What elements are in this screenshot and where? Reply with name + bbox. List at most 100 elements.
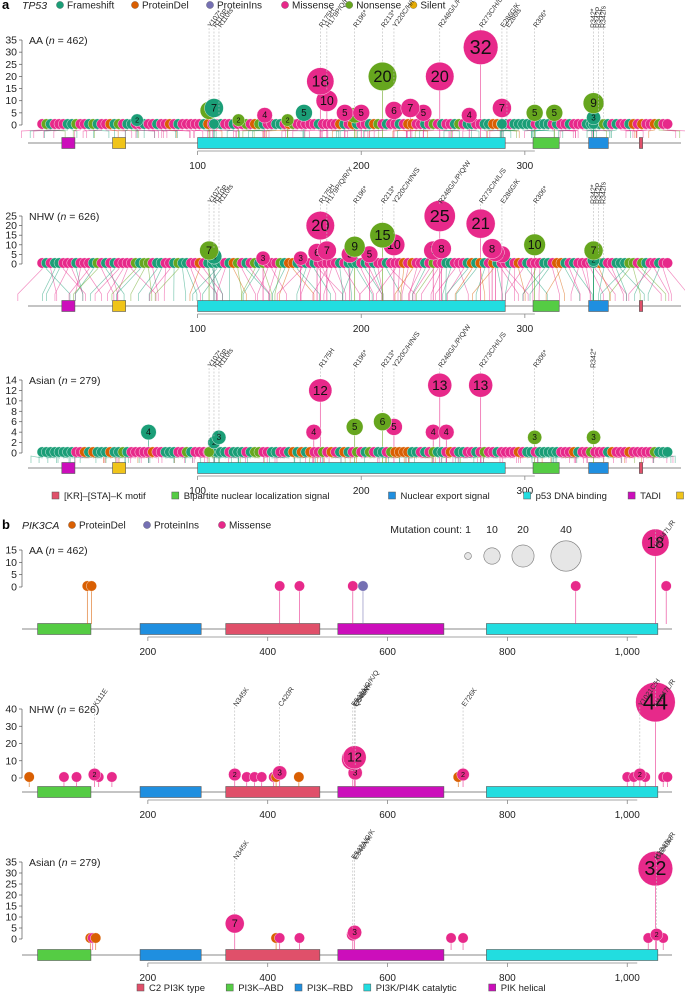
lollipop-stem [446, 263, 468, 301]
lollipop-stem [556, 263, 565, 301]
lollipop-head [400, 98, 420, 118]
y-tick-label: 12 [5, 385, 17, 397]
lollipop-head [274, 580, 286, 592]
y-tick-label: 5 [11, 569, 17, 581]
domain-legend-swatch [388, 491, 396, 500]
lollipop-head [570, 580, 582, 592]
x-tick-label: 400 [259, 810, 276, 821]
lollipop-head [431, 238, 452, 259]
size-legend-value: 10 [486, 524, 498, 536]
size-legend-value: 20 [517, 524, 529, 536]
lollipop-stem [63, 263, 86, 301]
lollipop-stem [628, 263, 651, 301]
lollipop-stem [42, 263, 56, 301]
lollipop-head [468, 373, 493, 398]
x-tick-label: 200 [353, 161, 370, 172]
lollipop-stem [570, 263, 579, 301]
y-tick-label: 2 [11, 437, 17, 449]
lollipop-count-label: 25 [430, 206, 450, 226]
legend-frameshift-icon [56, 1, 64, 9]
y-tick-label: 15 [5, 545, 17, 557]
lollipop-head [294, 932, 305, 944]
lollipop-head [23, 771, 35, 783]
legend-label: Nonsense [356, 1, 401, 12]
lollipop-count-label: 9 [351, 240, 358, 254]
size-legend-circle [483, 547, 501, 565]
hotspot-label: R342P [596, 6, 603, 28]
lollipop-count-label: 2 [93, 770, 97, 779]
lollipop-head [274, 932, 286, 944]
legend-nonsense-icon [345, 1, 353, 9]
lollipop-head [526, 104, 544, 122]
y-tick-label: 30 [5, 47, 17, 59]
lollipop-stem [408, 263, 422, 301]
lollipop-head [662, 771, 673, 783]
domain--kr-sta-k-motif [639, 137, 643, 149]
domain-pik-helical [337, 786, 445, 798]
y-tick-label: 10 [5, 755, 17, 767]
lollipop-count-label: 20 [373, 68, 391, 86]
pik3ca-cohort-nhw: 0 10 20 30 40 NHW (n = 626) 200 400 600 800 1,000 2… [5, 669, 677, 821]
lollipop-count-label: 2 [286, 116, 290, 125]
lollipop-stem [620, 263, 645, 301]
x-tick-label: 800 [499, 647, 516, 658]
lollipop-stem [202, 263, 222, 301]
domain-legend-label: PI3K–ABD [238, 983, 284, 994]
hotspot-label: R273C/H/L/S [479, 331, 509, 369]
lollipop-head [373, 412, 392, 431]
lollipop-count-label: 4 [311, 427, 316, 437]
x-tick-label: 200 [353, 486, 370, 497]
y-tick-label: 8 [11, 406, 17, 418]
lollipop-count-label: 9 [590, 96, 597, 110]
y-tick-label: 0 [11, 259, 17, 271]
y-tick-label: 5 [11, 107, 17, 119]
legend-label: Missense [292, 1, 335, 12]
lollipop-head [294, 580, 305, 592]
lollipop-count-label: 7 [324, 245, 330, 257]
hotspot-label: K111E [92, 687, 109, 708]
y-tick-label: 35 [5, 857, 17, 869]
hotspot-label: E726K [461, 687, 479, 709]
y-tick-label: 25 [5, 879, 17, 891]
x-tick-label: 400 [259, 973, 276, 984]
panel-a-tp53: a TP53 Frameshift ProteinDel ProteinIns Misse… [2, 0, 685, 502]
y-tick-label: 20 [5, 738, 17, 750]
y-tick-label: 5 [11, 249, 17, 261]
domain-legend-label: PI3K/PI4K catalytic [376, 983, 457, 994]
domain-c2-pi3k-type [225, 623, 321, 635]
domain-tadi [61, 462, 76, 474]
x-tick-label: 600 [379, 810, 396, 821]
lollipop-count-label: 5 [421, 108, 426, 119]
domain-tadi [61, 137, 76, 149]
lollipop-count-label: 10 [320, 94, 334, 108]
lollipop-head [90, 932, 102, 944]
lollipop-head [583, 240, 604, 261]
domain-p53-dna-binding [197, 300, 506, 312]
x-tick-label: 1,000 [615, 973, 640, 984]
lollipop-stem [430, 263, 443, 301]
lollipop-stem [435, 263, 456, 301]
lollipop-head [545, 104, 563, 122]
lollipop-count-label: 18 [312, 73, 330, 90]
legend-label: ProteinIns [217, 1, 262, 12]
lollipop-head [427, 373, 452, 398]
domain-p53-dna-binding [197, 137, 506, 149]
lollipop-head [272, 765, 287, 781]
domain-legend-label: PI3K–RBD [307, 983, 353, 994]
x-tick-label: 800 [499, 810, 516, 821]
y-tick-label: 25 [5, 211, 17, 223]
legend-missense-icon [218, 521, 226, 529]
lollipop-count-label: 6 [391, 106, 397, 117]
x-tick-label: 200 [140, 647, 157, 658]
lollipop-stem [241, 263, 256, 301]
lollipop-head [481, 238, 503, 259]
domain-pi3k-abd [37, 786, 92, 798]
lollipop-stem [107, 263, 124, 301]
x-tick-label: 200 [353, 324, 370, 335]
size-legend-value: 40 [560, 524, 572, 536]
lollipop-count-label: 7 [591, 245, 597, 257]
lollipop-stem [522, 263, 545, 301]
hotspot-label: R342* [591, 8, 598, 28]
size-legend-circle [511, 544, 535, 568]
